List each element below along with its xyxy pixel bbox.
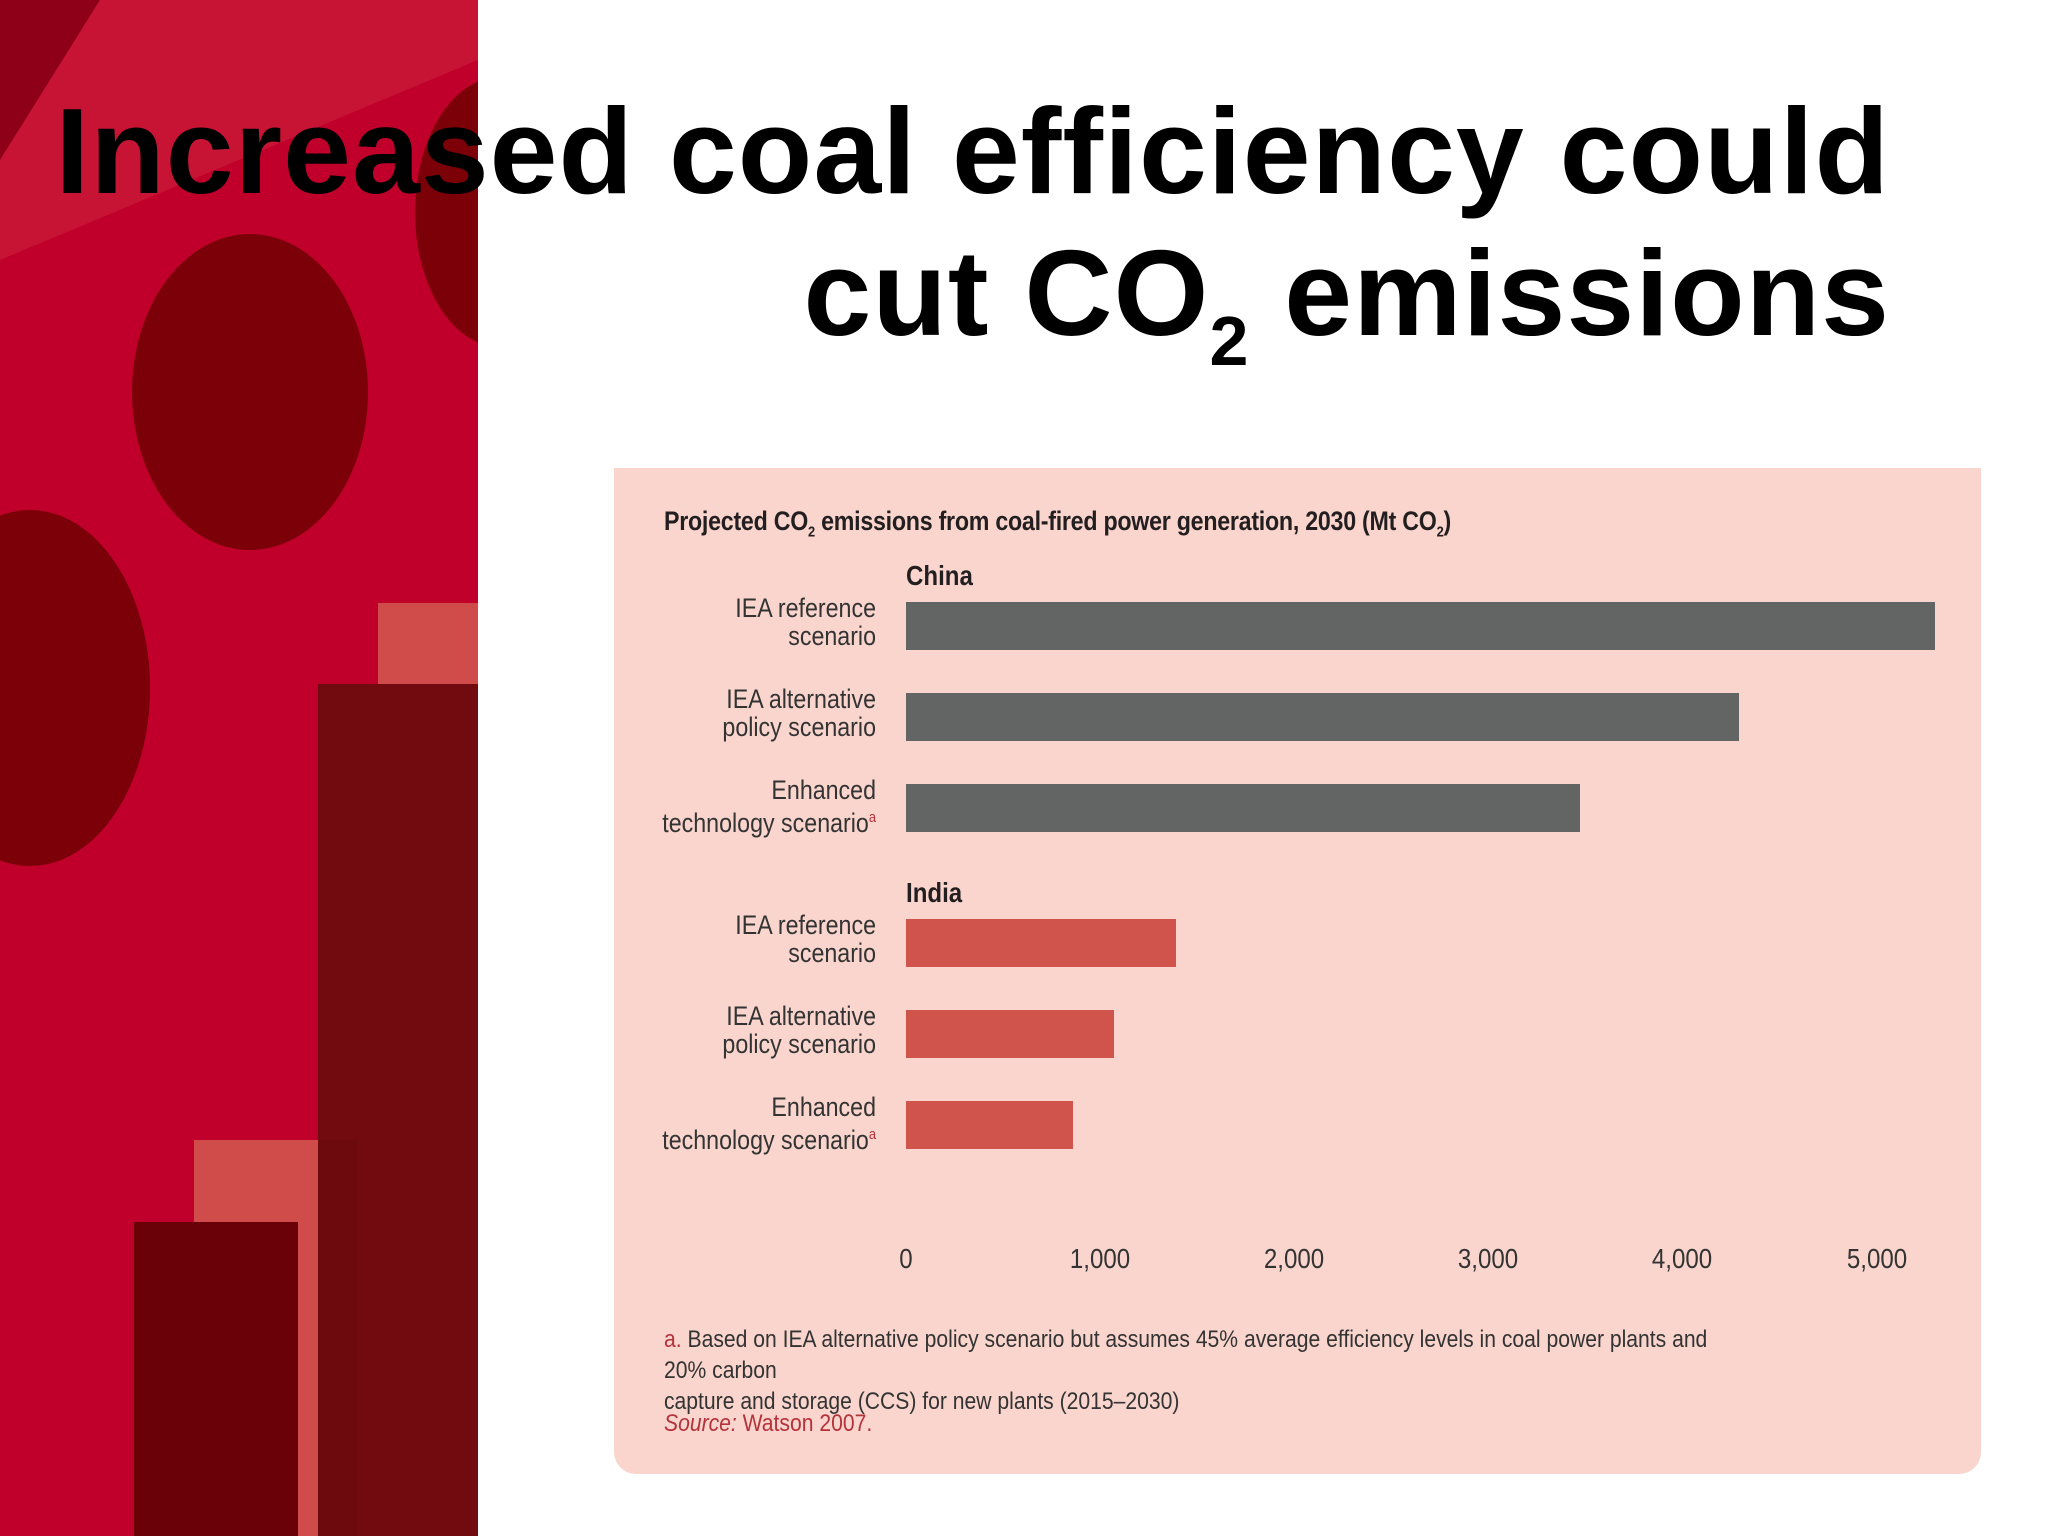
title-subscript-2: 2 bbox=[1209, 302, 1250, 380]
category-label-line-1: IEA reference bbox=[735, 593, 876, 623]
chart-panel: Projected CO2 emissions from coal-fired … bbox=[614, 468, 1981, 1474]
x-tick-label: 4,000 bbox=[1652, 1243, 1713, 1274]
x-tick-label: 5,000 bbox=[1846, 1243, 1907, 1274]
bar-china-2 bbox=[906, 693, 1739, 741]
category-label-line-1: Enhanced bbox=[771, 775, 876, 805]
title-text-emissions: emissions bbox=[1249, 225, 1890, 361]
category-label-line-2: policy scenario bbox=[722, 712, 876, 742]
category-label-india-2: IEA alternative policy scenario bbox=[651, 1002, 876, 1058]
source-label: Source: bbox=[664, 1410, 737, 1437]
slide-title: Increased coal efficiency could cut CO2 … bbox=[0, 80, 1890, 376]
bar-india-3 bbox=[906, 1101, 1073, 1149]
bar-india-1 bbox=[906, 919, 1176, 967]
footnote-line-1: Based on IEA alternative policy scenario… bbox=[664, 1326, 1708, 1384]
category-label-line-2: technology scenario bbox=[662, 808, 869, 838]
bar-china-1 bbox=[906, 602, 1935, 650]
footnote: a. Based on IEA alternative policy scena… bbox=[664, 1324, 1720, 1417]
category-label-india-1: IEA reference scenario bbox=[651, 911, 876, 967]
category-label-line-1: IEA alternative bbox=[726, 684, 876, 714]
title-text-cut-co: cut CO bbox=[803, 225, 1210, 361]
category-label-line-1: IEA reference bbox=[735, 910, 876, 940]
chart-title-part-1: Projected CO bbox=[664, 506, 809, 536]
chart-title-subscript-1: 2 bbox=[808, 523, 815, 541]
source-note: Source: Watson 2007. bbox=[664, 1410, 872, 1438]
group-label-india: India bbox=[906, 877, 963, 908]
source-text: Watson 2007. bbox=[736, 1410, 873, 1437]
x-tick-label: 0 bbox=[899, 1243, 913, 1274]
chart-title-part-2: emissions from coal-fired power generati… bbox=[814, 506, 1437, 536]
category-label-china-1: IEA reference scenario bbox=[651, 594, 876, 650]
chart-title-part-3: ) bbox=[1443, 506, 1452, 536]
x-tick-label: 2,000 bbox=[1264, 1243, 1325, 1274]
footnote-reference-marker: a bbox=[868, 809, 876, 826]
bar-india-2 bbox=[906, 1010, 1114, 1058]
category-label-line-2: scenario bbox=[788, 938, 876, 968]
category-label-line-1: IEA alternative bbox=[726, 1001, 876, 1031]
category-label-line-2: technology scenario bbox=[662, 1125, 869, 1155]
category-label-line-2: policy scenario bbox=[722, 1029, 876, 1059]
group-label-china: China bbox=[906, 560, 973, 591]
chart-title-subscript-2: 2 bbox=[1436, 523, 1444, 541]
decorative-shapes bbox=[0, 0, 478, 1536]
footnote-line-2: capture and storage (CCS) for new plants… bbox=[664, 1388, 1180, 1415]
chart-title: Projected CO2 emissions from coal-fired … bbox=[664, 506, 1451, 540]
category-label-china-2: IEA alternative policy scenario bbox=[651, 685, 876, 741]
category-label-china-3: Enhanced technology scenarioa bbox=[651, 776, 876, 837]
category-label-line-1: Enhanced bbox=[771, 1092, 876, 1122]
footnote-reference-marker: a bbox=[868, 1126, 876, 1143]
slide-title-line-1: Increased coal efficiency could bbox=[55, 83, 1890, 219]
category-label-india-3: Enhanced technology scenarioa bbox=[651, 1093, 876, 1154]
bar-china-3 bbox=[906, 784, 1580, 832]
footnote-marker: a. bbox=[664, 1326, 682, 1353]
x-tick-label: 3,000 bbox=[1458, 1243, 1519, 1274]
decorative-background bbox=[0, 0, 478, 1536]
x-tick-label: 1,000 bbox=[1069, 1243, 1131, 1274]
slide-title-line-2: cut CO2 emissions bbox=[0, 222, 1890, 376]
category-label-line-2: scenario bbox=[788, 621, 876, 651]
